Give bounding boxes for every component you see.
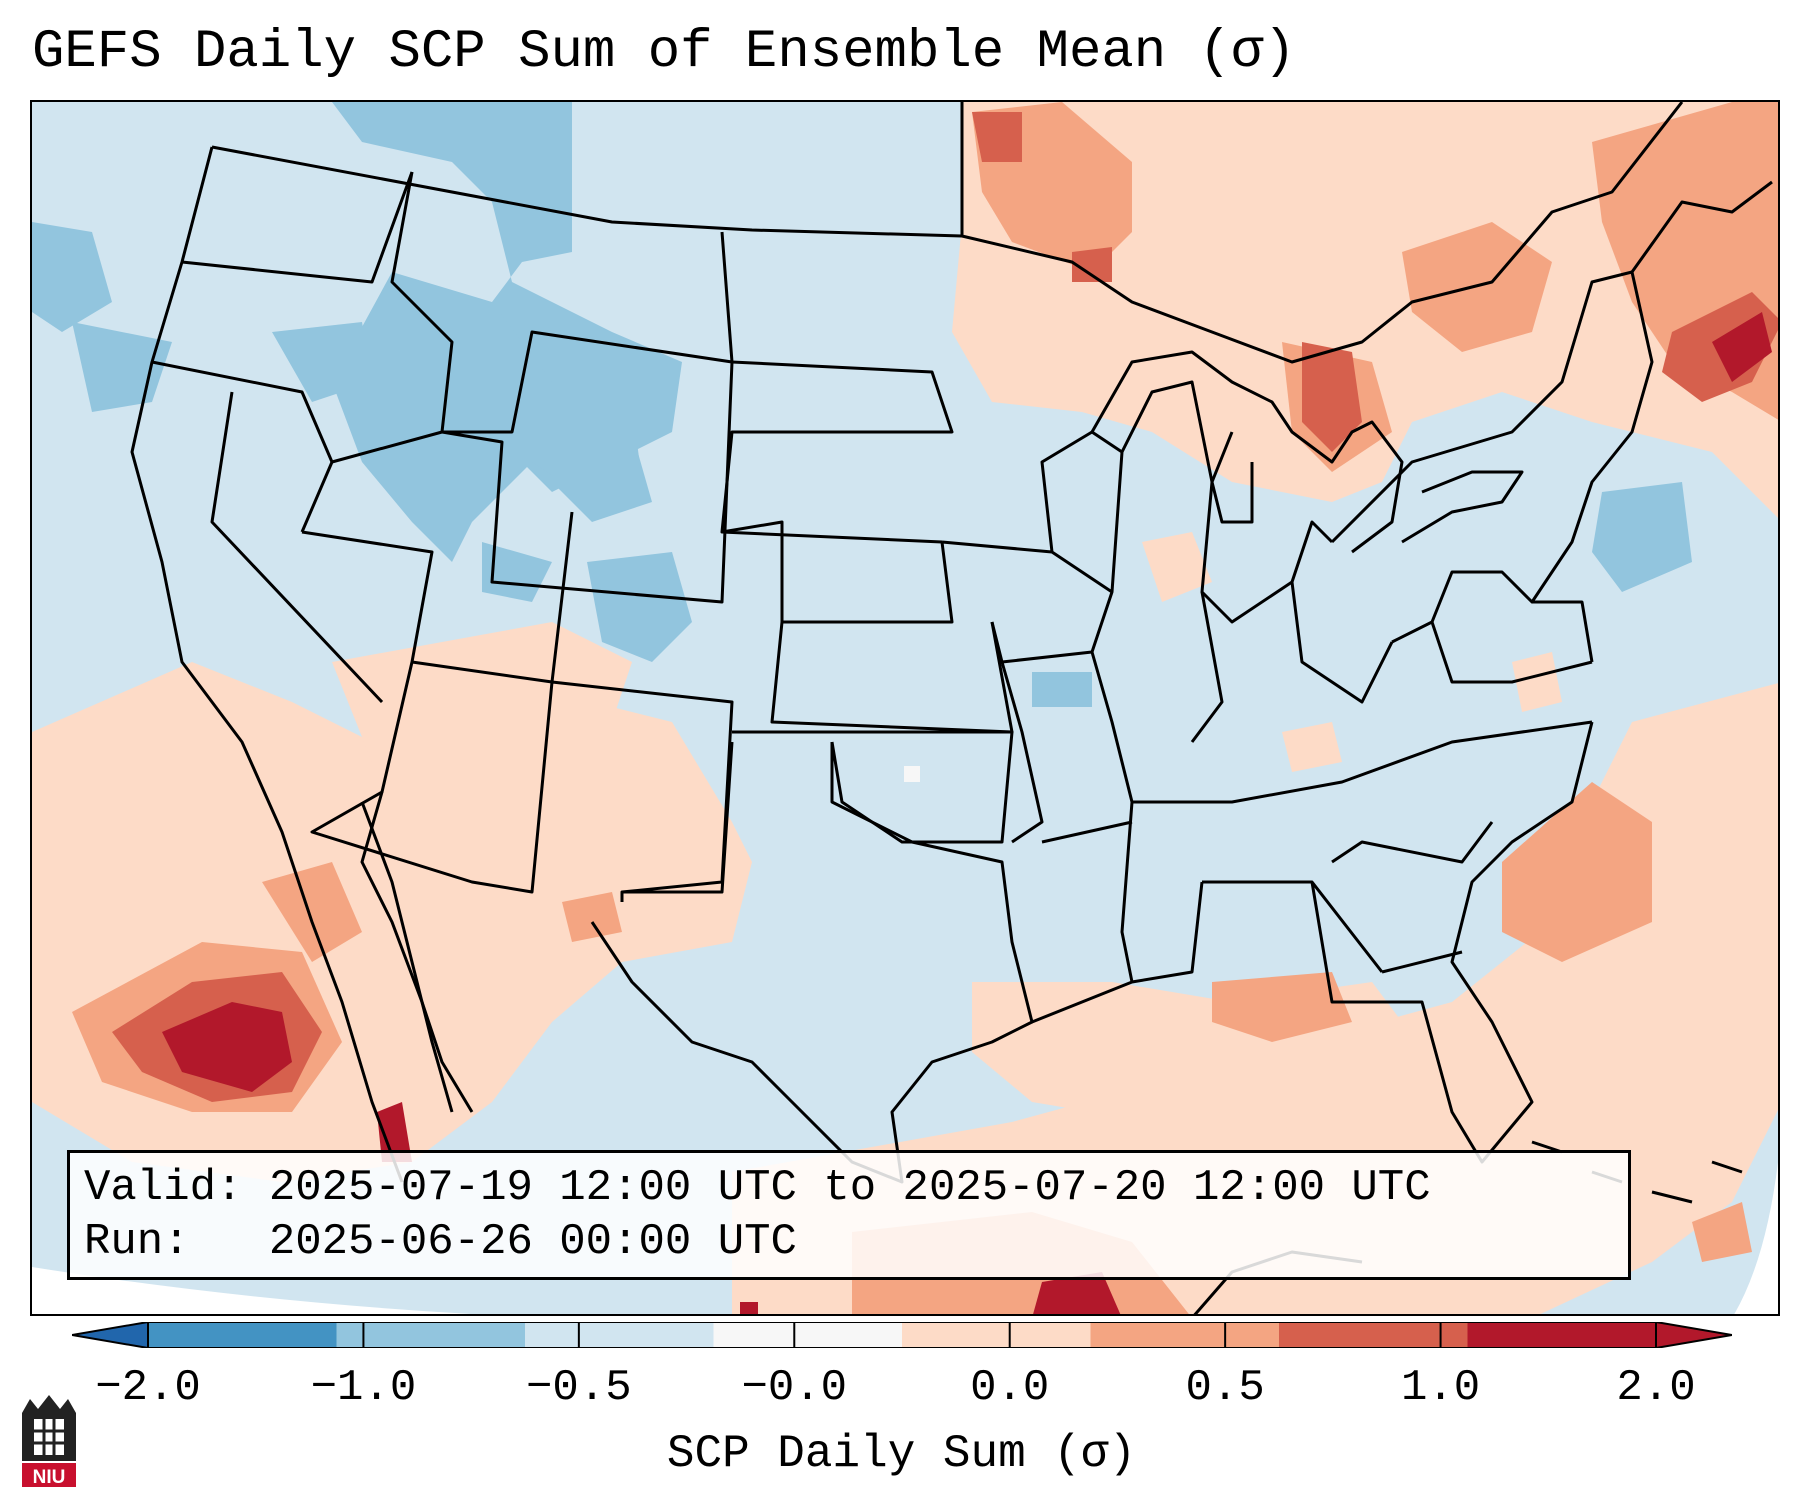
neutral-pixel [904,766,920,782]
colorbar-segment [525,1322,714,1348]
colorbar-tick-label: −1.0 [310,1363,417,1413]
colorbar-label: SCP Daily Sum (σ) [666,1428,1137,1480]
colorbar-tick-label: 2.0 [1616,1363,1696,1413]
colorbar-tick-label: 1.0 [1400,1363,1481,1413]
niu-logo: NIU [22,1395,76,1487]
colorbar-tick-label: −0.0 [741,1363,848,1413]
colorbar-under-arrow [72,1322,148,1348]
colorbar-ticks [147,1322,1657,1348]
colorbar-segment [1279,1322,1468,1348]
map-corner-outside-right [1734,1161,1778,1314]
colorbar-tick-label: −2.0 [95,1363,201,1413]
run-time-line: Run: 2025-06-26 00:00 UTC [84,1217,797,1267]
colorbar-segment [1090,1322,1280,1348]
colorbar-tick-label: 0.5 [1185,1363,1265,1413]
logo-text: NIU [33,1467,66,1487]
colorbar-segment [148,1322,337,1348]
map-panel [30,100,1780,1316]
colorbar-segment [1467,1322,1657,1348]
colorbar-tick-label: 0.0 [970,1363,1050,1413]
colorbar-tick-label: −0.5 [526,1363,632,1413]
boundary-lines [130,102,1773,1314]
colorbar-segments [148,1322,1657,1348]
colorbar [72,1322,1732,1348]
validity-info-box: Valid: 2025-07-19 12:00 UTC to 2025-07-2… [67,1150,1631,1280]
colorbar-segment [336,1322,526,1348]
map-corner-outside [32,1267,471,1314]
valid-time-line: Valid: 2025-07-19 12:00 UTC to 2025-07-2… [84,1163,1431,1213]
colorbar-segment [902,1322,1091,1348]
colorbar-segment [713,1322,903,1348]
chart-title: GEFS Daily SCP Sum of Ensemble Mean (σ) [32,22,1296,83]
very-strong-positive-areas [162,312,1772,1314]
negative-anomaly-areas [32,102,1692,707]
map-canvas [32,102,1778,1314]
colorbar-over-arrow [1656,1322,1732,1348]
